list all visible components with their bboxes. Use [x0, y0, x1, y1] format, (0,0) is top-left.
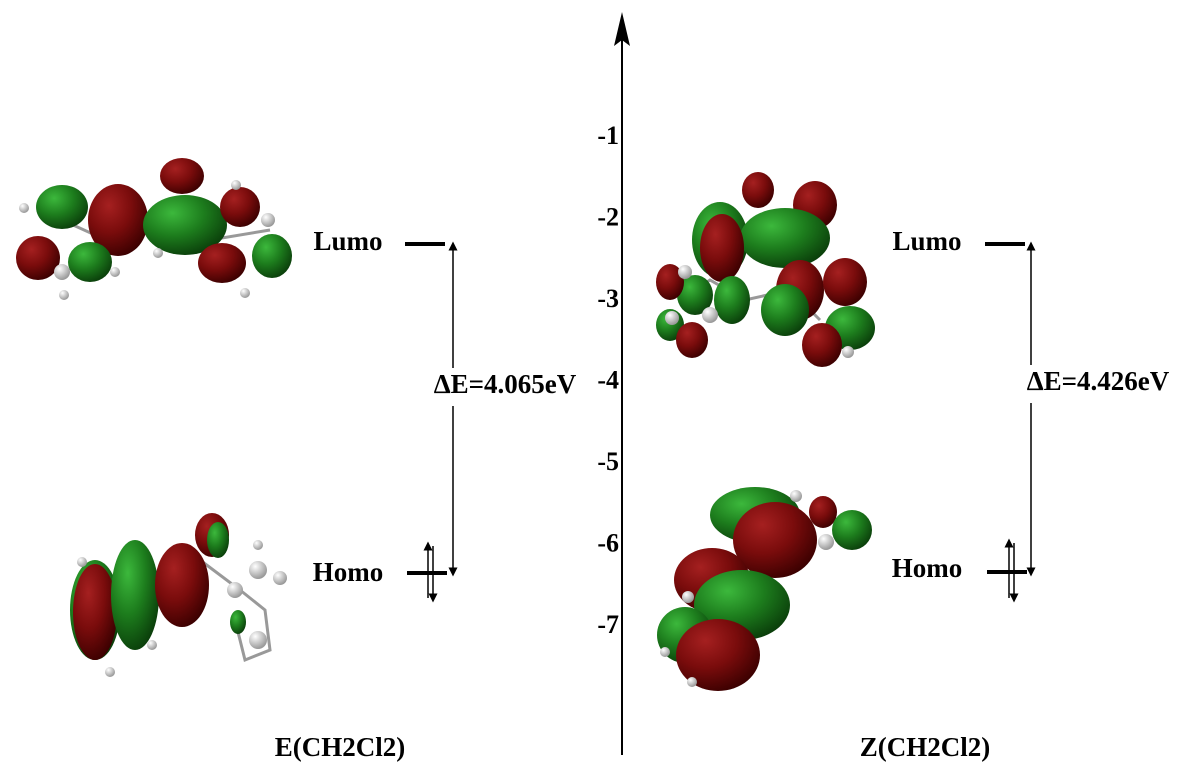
tick-label: -4	[597, 365, 619, 394]
tick-label: -2	[597, 202, 619, 231]
tick-label: -6	[597, 528, 619, 557]
e-lumo-orbital	[16, 158, 292, 300]
homo-label: Homo	[892, 553, 963, 583]
gap-label: ΔE=4.426eV	[1027, 366, 1170, 396]
z-lumo-orbital	[656, 172, 875, 367]
lumo-label: Lumo	[892, 226, 961, 256]
tick-label: -5	[597, 447, 619, 476]
gap-label: ΔE=4.065eV	[434, 369, 577, 399]
tick-labels: -1 -2 -3 -4 -5 -6 -7	[597, 121, 619, 639]
lumo-label: Lumo	[313, 226, 382, 256]
diagram: -1 -2 -3 -4 -5 -6 -7	[0, 0, 1192, 767]
tick-label: -1	[597, 121, 619, 150]
tick-label: -3	[597, 284, 619, 313]
z-homo-orbital	[657, 487, 872, 691]
caption: E(CH2Cl2)	[275, 732, 406, 762]
caption: Z(CH2Cl2)	[860, 732, 991, 762]
e-homo-orbital	[70, 513, 287, 677]
tick-label: -7	[597, 610, 619, 639]
homo-label: Homo	[313, 557, 384, 587]
